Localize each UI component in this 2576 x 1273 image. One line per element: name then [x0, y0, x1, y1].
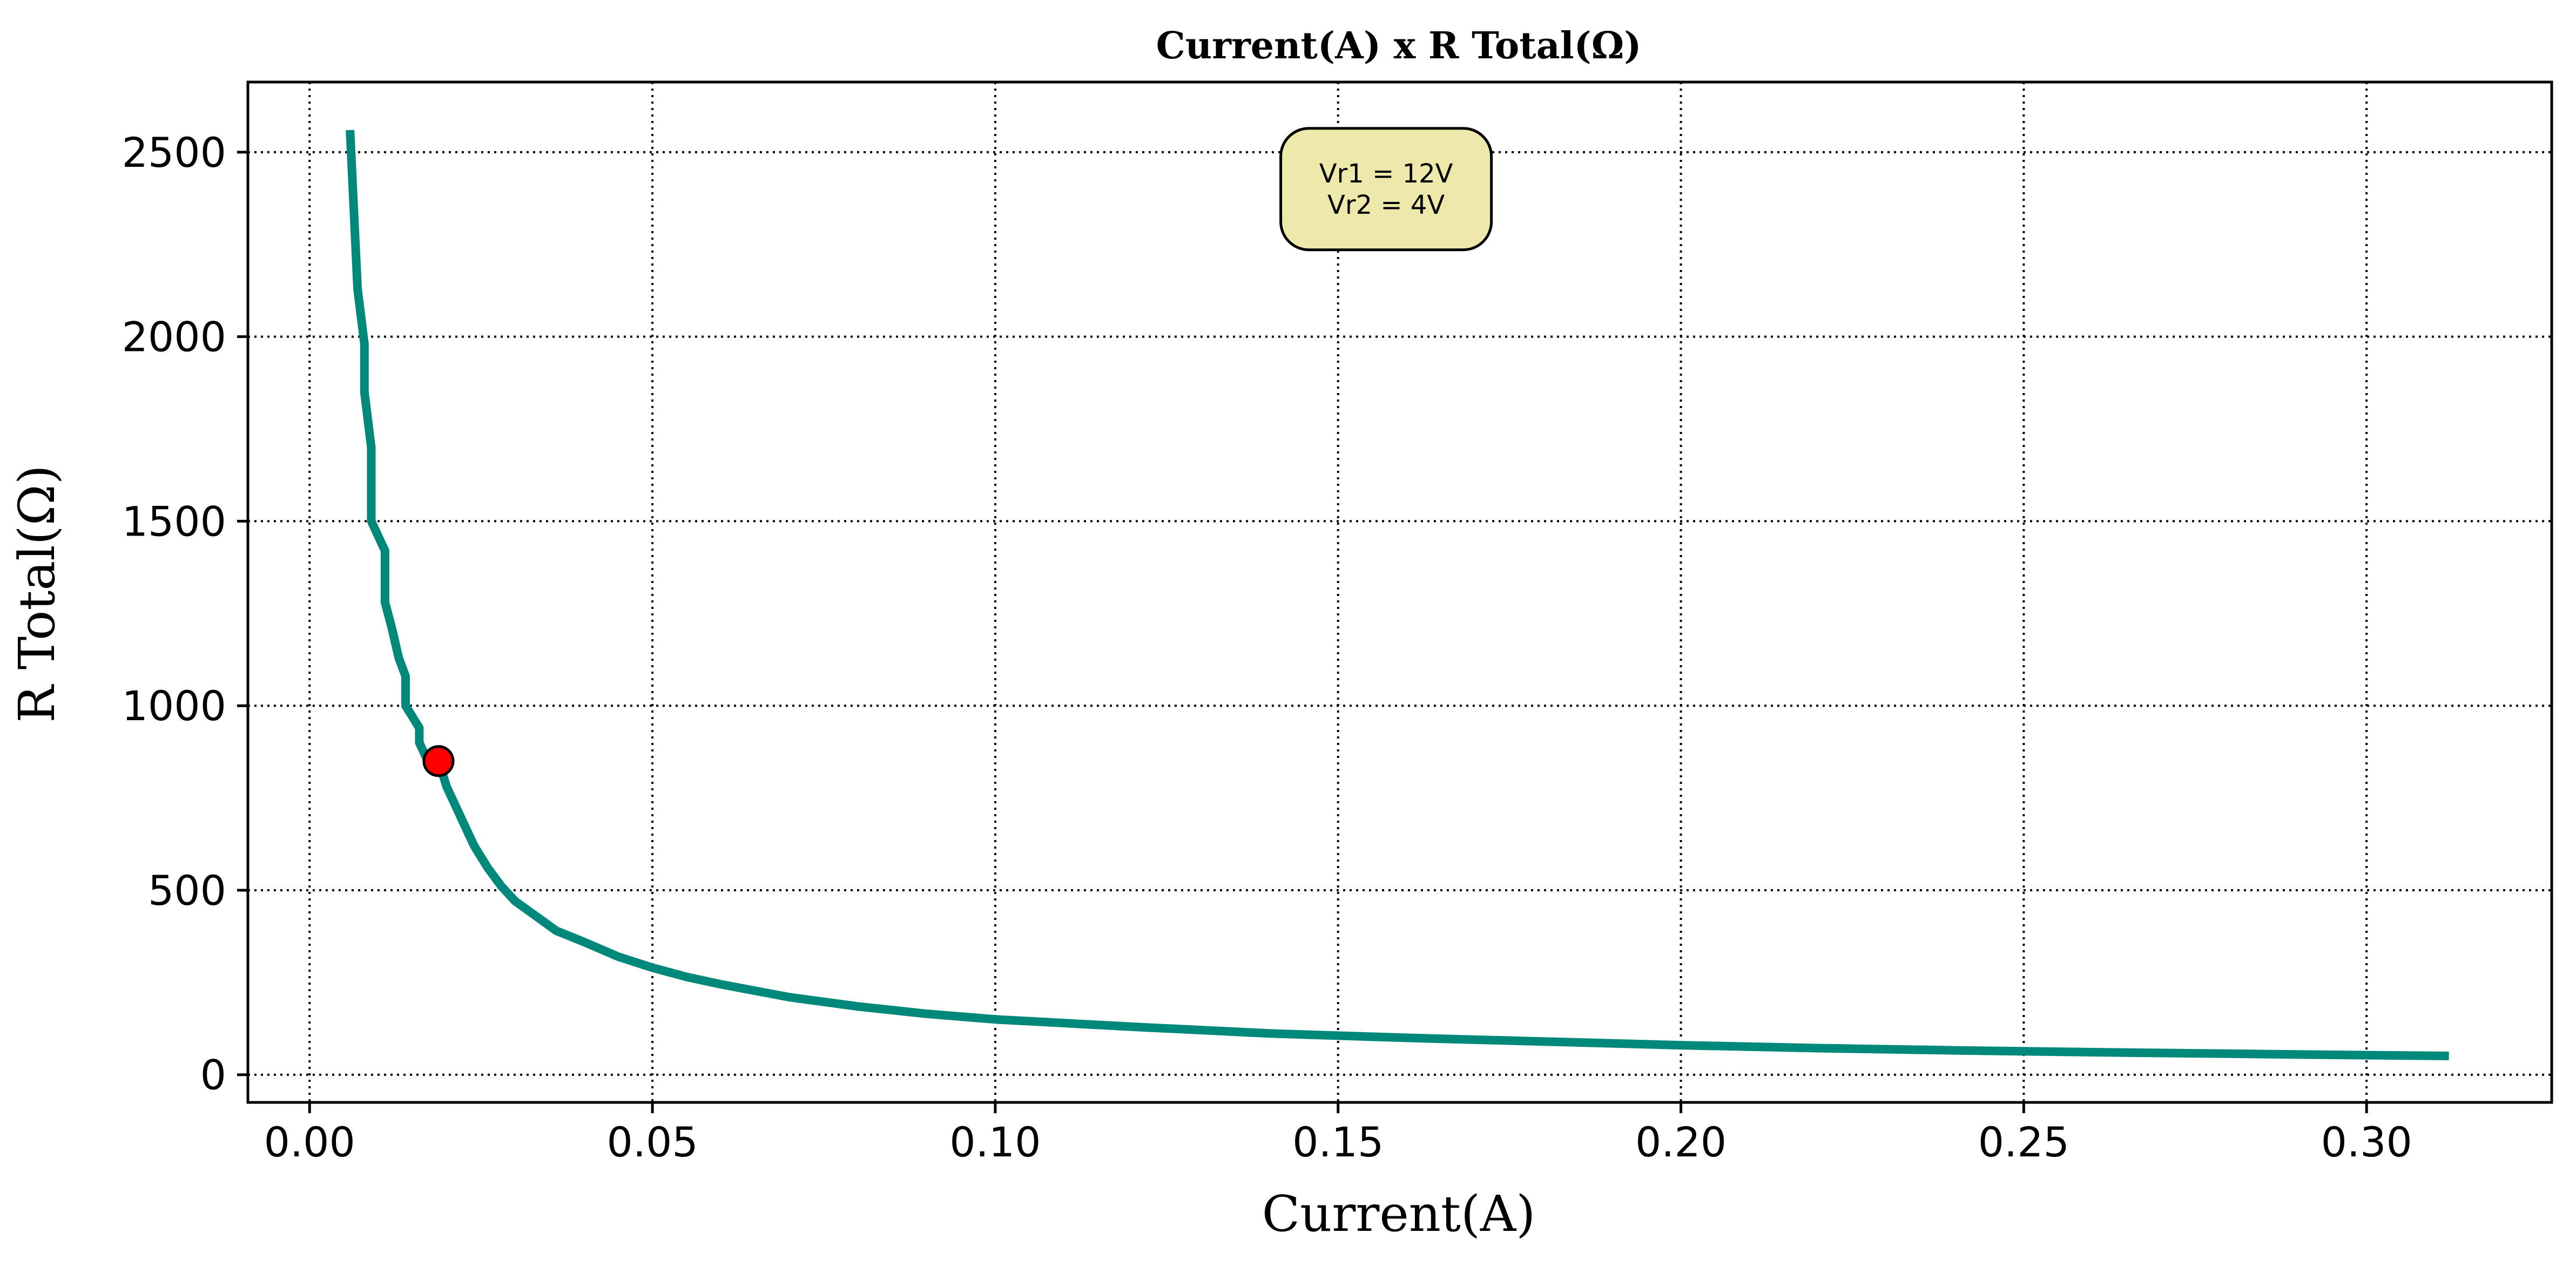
x-tick-label: 0.25: [1978, 1118, 2069, 1166]
x-axis: 0.00 0.05 0.10 0.15 0.20 0.25 0.30: [264, 1102, 2412, 1166]
annotation-box: Vr1 = 12V Vr2 = 4V: [1279, 127, 1493, 252]
x-tick-label: 0.10: [949, 1118, 1041, 1166]
annotation-line-1: Vr1 = 12V: [1319, 159, 1453, 189]
chart-title: Current(A) x R Total(Ω): [1156, 24, 1642, 67]
y-tick-label: 2000: [122, 313, 226, 361]
y-axis: 0 500 1000 1500 2000 2500: [122, 128, 248, 1099]
y-tick-label: 500: [148, 866, 226, 915]
x-tick-label: 0.00: [264, 1118, 355, 1166]
highlight-marker: [422, 745, 455, 777]
plot-frame: [246, 80, 2553, 1104]
annotation-line-2: Vr2 = 4V: [1327, 190, 1445, 220]
y-axis-label: R Total(Ω): [8, 465, 66, 722]
x-tick-label: 0.15: [1292, 1118, 1384, 1166]
y-tick-label: 0: [200, 1051, 226, 1099]
x-tick-label: 0.20: [1635, 1118, 1727, 1166]
y-tick-label: 1000: [122, 682, 226, 730]
y-tick-label: 1500: [122, 497, 226, 545]
series-line: [346, 130, 2449, 1060]
y-tick-label: 2500: [122, 128, 226, 177]
x-tick-label: 0.05: [606, 1118, 698, 1166]
grid: [248, 82, 2552, 1102]
x-axis-label: Current(A): [1262, 1185, 1536, 1243]
x-tick-label: 0.30: [2321, 1118, 2412, 1166]
